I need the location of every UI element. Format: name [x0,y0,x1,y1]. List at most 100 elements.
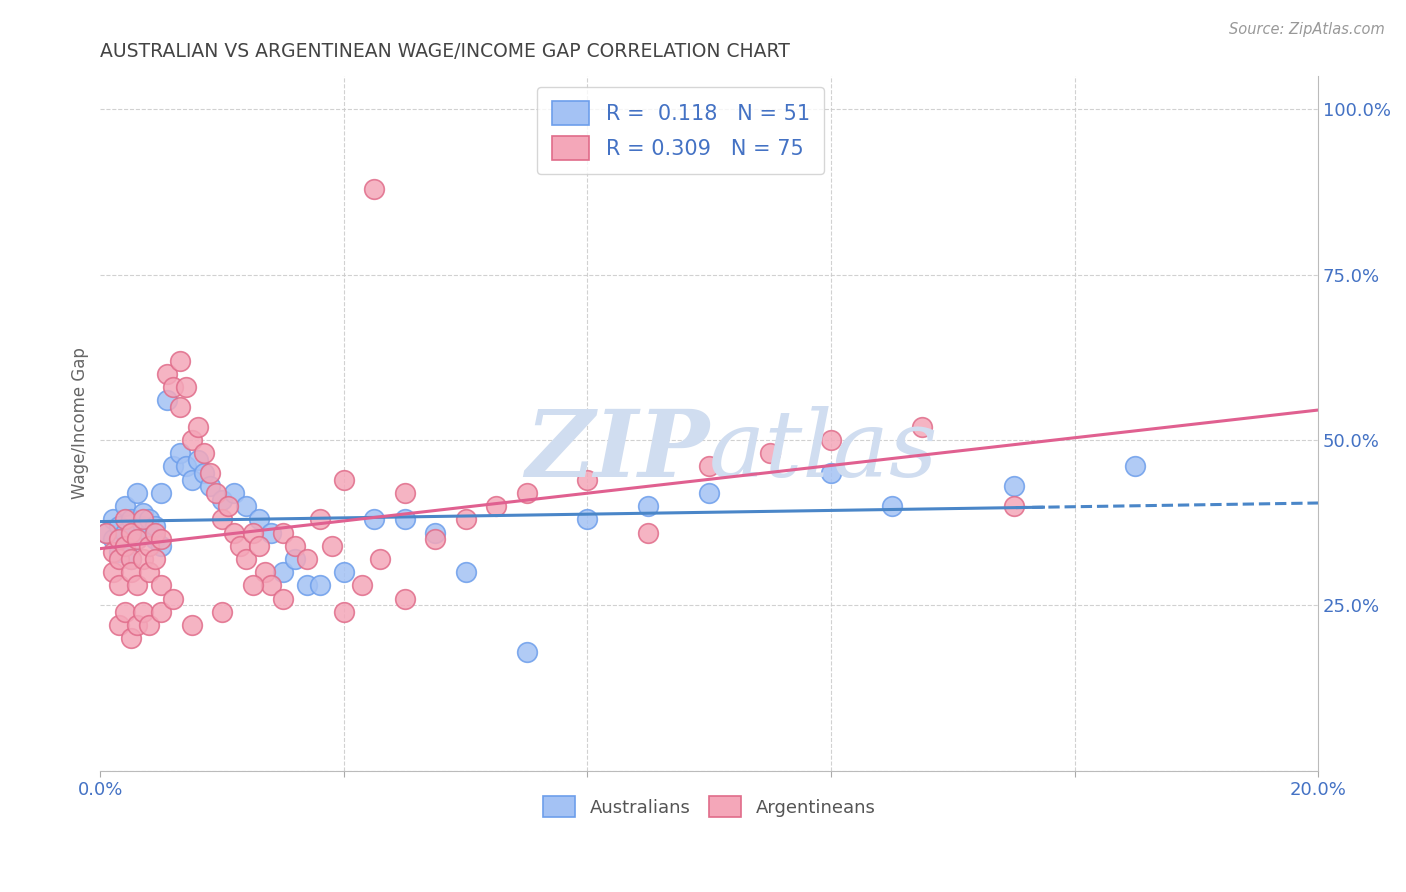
Point [271,525,294,540]
Point [1002,499,1025,513]
Point [308,578,330,592]
Point [284,539,307,553]
Point [211,512,233,526]
Point [107,545,129,559]
Point [297,578,319,592]
Y-axis label: Wage/Income Gap: Wage/Income Gap [72,348,89,500]
Point [114,539,136,553]
Point [120,552,142,566]
Point [363,181,385,195]
Point [333,473,356,487]
Point [284,552,307,566]
Point [101,545,124,559]
Point [180,618,202,632]
Point [125,486,148,500]
Point [132,605,155,619]
Point [576,473,599,487]
Point [180,433,202,447]
Point [271,591,294,606]
Point [107,618,129,632]
Point [260,525,283,540]
Point [637,499,659,513]
Point [425,532,447,546]
Point [198,479,221,493]
Point [162,380,184,394]
Point [211,605,233,619]
Point [321,539,343,553]
Point [132,506,155,520]
Point [132,519,155,533]
Point [114,512,136,526]
Point [205,486,228,500]
Text: ZIP: ZIP [524,406,709,496]
Point [363,512,385,526]
Point [138,566,160,580]
Point [138,512,160,526]
Point [143,519,166,533]
Point [169,353,191,368]
Point [120,512,142,526]
Point [107,578,129,592]
Point [333,566,356,580]
Point [394,512,416,526]
Point [150,532,173,546]
Point [576,512,599,526]
Point [485,499,508,513]
Point [271,566,294,580]
Point [333,605,356,619]
Point [174,380,197,394]
Point [352,578,374,592]
Text: AUSTRALIAN VS ARGENTINEAN WAGE/INCOME GAP CORRELATION CHART: AUSTRALIAN VS ARGENTINEAN WAGE/INCOME GA… [100,42,790,61]
Point [516,486,538,500]
Point [820,433,842,447]
Text: atlas: atlas [709,406,939,496]
Point [107,552,129,566]
Point [120,525,142,540]
Point [637,525,659,540]
Point [132,512,155,526]
Point [101,532,124,546]
Point [120,552,142,566]
Point [1002,479,1025,493]
Point [107,532,129,546]
Legend: Australians, Argentineans: Australians, Argentineans [536,789,883,824]
Point [96,525,118,540]
Point [198,466,221,480]
Point [120,525,142,540]
Point [217,499,239,513]
Point [114,525,136,540]
Point [132,552,155,566]
Point [143,552,166,566]
Point [156,367,179,381]
Point [253,566,276,580]
Point [235,552,257,566]
Point [224,486,246,500]
Point [96,525,118,540]
Point [174,459,197,474]
Point [247,512,270,526]
Point [880,499,903,513]
Point [114,605,136,619]
Point [162,459,184,474]
Point [125,532,148,546]
Point [107,519,129,533]
Point [187,419,209,434]
Point [120,566,142,580]
Point [260,578,283,592]
Point [242,578,264,592]
Point [235,499,257,513]
Point [125,578,148,592]
Point [150,539,173,553]
Point [697,459,720,474]
Point [242,525,264,540]
Point [114,539,136,553]
Point [820,466,842,480]
Point [125,618,148,632]
Point [370,552,392,566]
Point [911,419,934,434]
Point [425,525,447,540]
Point [125,532,148,546]
Point [759,446,782,460]
Point [169,446,191,460]
Point [297,552,319,566]
